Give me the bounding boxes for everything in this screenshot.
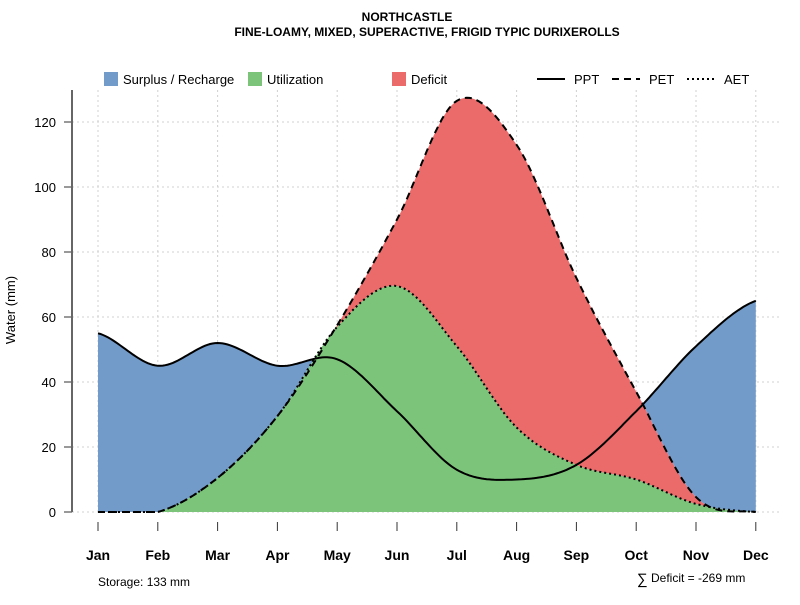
deficit-area — [98, 97, 756, 512]
chart-subtitle: FINE-LOAMY, MIXED, SUPERACTIVE, FRIGID T… — [234, 25, 619, 39]
chart-title: NORTHCASTLE — [362, 10, 453, 24]
x-tick-label: Apr — [265, 547, 290, 563]
x-tick-label: Jul — [447, 547, 467, 563]
x-tick-label: Mar — [205, 547, 230, 563]
legend-swatch-utilization — [248, 72, 262, 86]
legend-swatch-deficit — [392, 72, 406, 86]
y-tick-label: 20 — [42, 440, 56, 455]
legend-label-surplus: Surplus / Recharge — [123, 72, 234, 87]
utilization-area — [98, 285, 756, 512]
deficit-annotation: Deficit = -269 mm — [651, 571, 745, 585]
pet-line — [98, 96, 756, 513]
y-axis-label: Water (mm) — [3, 276, 18, 344]
x-tick-label: Aug — [503, 547, 530, 563]
y-tick-label: 100 — [34, 180, 56, 195]
legend-swatch-surplus — [104, 72, 118, 86]
x-tick-label: Dec — [743, 547, 769, 563]
y-tick-label: 0 — [49, 505, 56, 520]
x-tick-label: Feb — [145, 547, 170, 563]
aet-line — [98, 284, 756, 513]
storage-annotation: Storage: 133 mm — [98, 575, 190, 589]
y-tick-label: 80 — [42, 245, 56, 260]
legend-label-utilization: Utilization — [267, 72, 323, 87]
legend-label-pet: PET — [649, 72, 674, 87]
sum-symbol: ∑ — [637, 571, 648, 588]
x-tick-label: Jun — [385, 547, 410, 563]
x-tick-label: May — [324, 547, 351, 563]
legend-label-deficit: Deficit — [411, 72, 448, 87]
y-tick-label: 60 — [42, 310, 56, 325]
y-tick-label: 120 — [34, 115, 56, 130]
surplus-area — [98, 97, 756, 512]
x-tick-label: Jan — [86, 547, 110, 563]
legend-label-aet: AET — [724, 72, 749, 87]
ppt-line — [97, 299, 757, 481]
legend-label-ppt: PPT — [574, 72, 599, 87]
x-tick-label: Sep — [564, 547, 590, 563]
x-tick-label: Nov — [683, 547, 710, 563]
y-tick-label: 40 — [42, 375, 56, 390]
x-tick-label: Oct — [625, 547, 649, 563]
